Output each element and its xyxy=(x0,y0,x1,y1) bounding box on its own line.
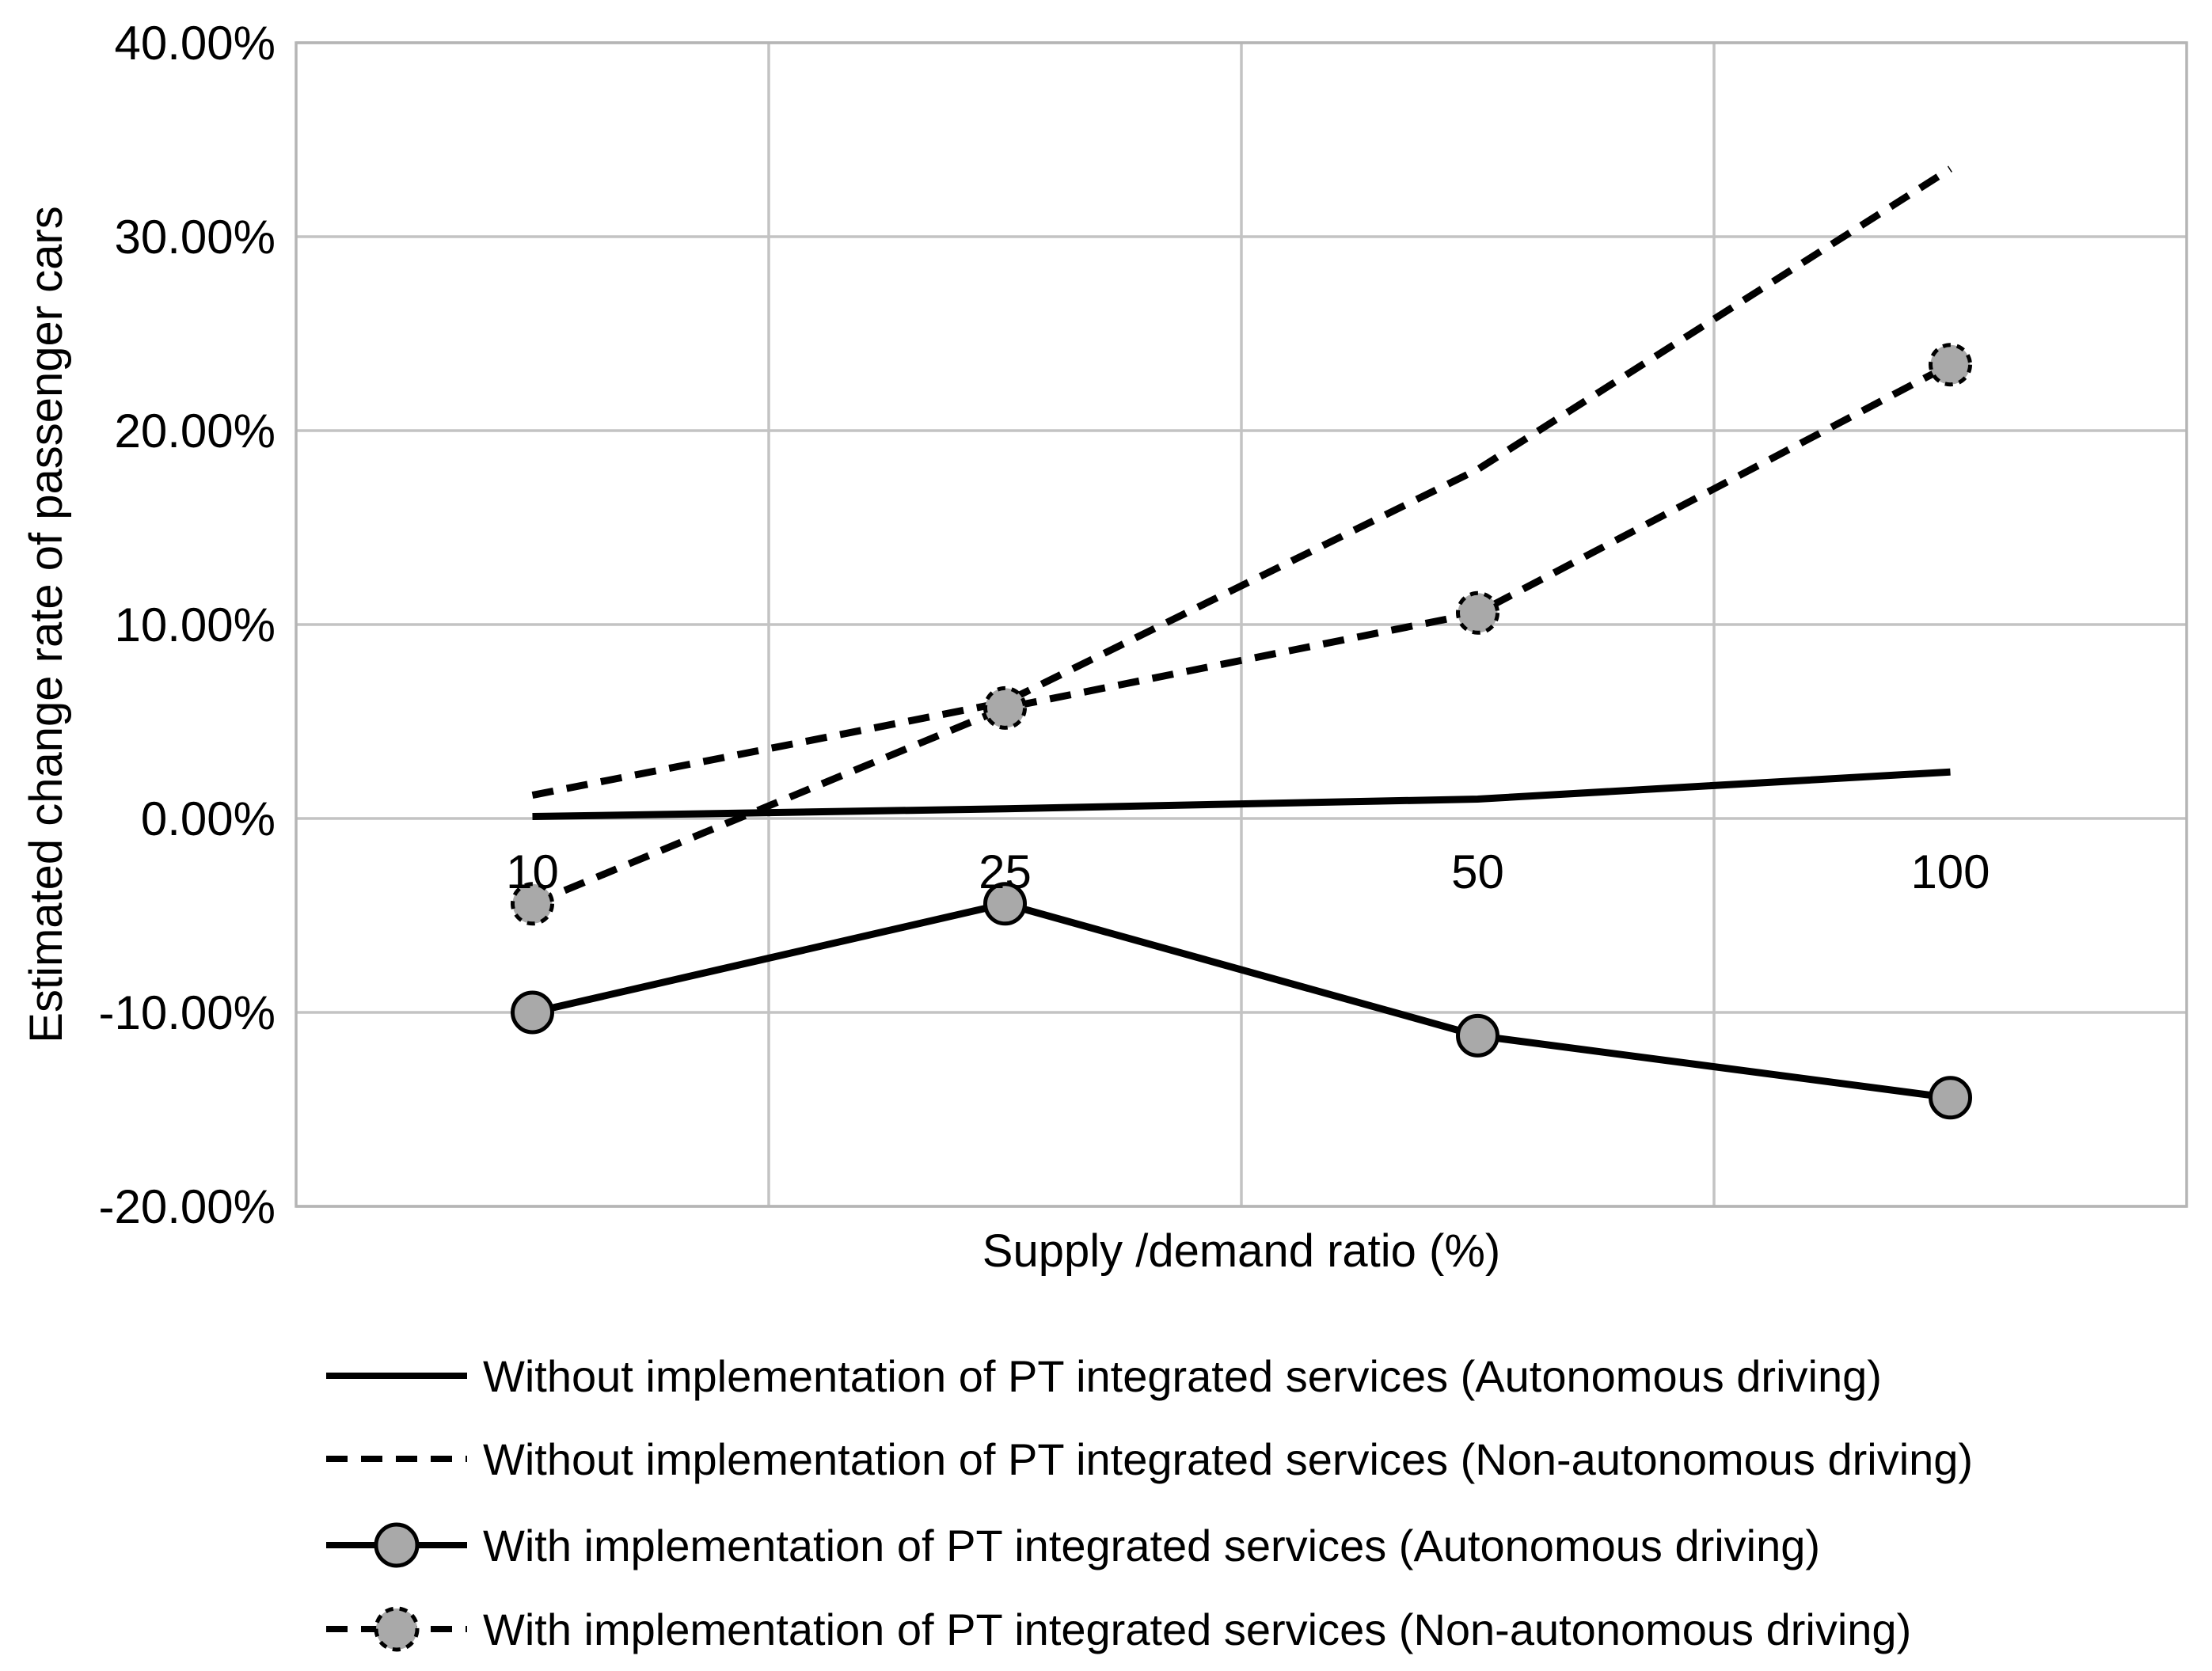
y-tick-label: 30.00% xyxy=(115,211,276,264)
y-axis-tick-labels: 40.00% 30.00% 20.00% 10.00% 0.00% -10.00% -20.… xyxy=(99,17,276,1233)
legend-swatch-dashed-line-marker xyxy=(326,1606,467,1652)
y-tick-label: 20.00% xyxy=(115,404,276,458)
y-tick-label: -20.00% xyxy=(99,1180,276,1233)
legend-label: Without implementation of PT integrated … xyxy=(483,1351,1882,1401)
data-point-marker xyxy=(983,882,1027,926)
y-tick-label: -10.00% xyxy=(99,986,276,1039)
y-tick-label: 0.00% xyxy=(141,792,276,845)
legend-item-1: Without implementation of PT integrated … xyxy=(326,1434,1973,1484)
legend-item-3: With implementation of PT integrated ser… xyxy=(326,1605,1911,1654)
data-point-marker xyxy=(1929,1076,1972,1120)
legend: Without implementation of PT integrated … xyxy=(326,1351,1973,1654)
series-line-2 xyxy=(531,900,1952,1102)
legend-swatch-marker xyxy=(374,1606,420,1652)
x-axis-title: Supply /demand ratio (%) xyxy=(982,1225,1500,1277)
x-tick-label: 50 xyxy=(1451,845,1504,898)
legend-swatch-solid-line-marker xyxy=(326,1522,467,1568)
legend-swatch-marker xyxy=(374,1522,420,1568)
x-axis-tick-labels: 10 25 50 100 xyxy=(506,845,1990,898)
data-point-marker xyxy=(983,685,1027,730)
series-plot xyxy=(511,165,1972,1120)
y-axis-title: Estimated change rate of passenger cars xyxy=(21,206,72,1042)
y-tick-label: 40.00% xyxy=(115,17,276,70)
legend-label: With implementation of PT integrated ser… xyxy=(483,1521,1820,1570)
series-line-1 xyxy=(531,165,1952,799)
series-line-0 xyxy=(532,768,1951,821)
data-point-marker xyxy=(511,882,554,926)
y-tick-label: 10.00% xyxy=(115,598,276,651)
legend-label: With implementation of PT integrated ser… xyxy=(483,1605,1911,1654)
legend-item-2: With implementation of PT integrated ser… xyxy=(326,1521,1820,1570)
legend-item-0: Without implementation of PT integrated … xyxy=(326,1351,1882,1401)
data-point-marker xyxy=(1456,1013,1499,1058)
plot-border xyxy=(295,41,2188,1208)
series-line-3 xyxy=(530,361,1952,907)
data-point-marker xyxy=(1929,343,1972,387)
legend-label: Without implementation of PT integrated … xyxy=(483,1434,1973,1484)
data-point-marker xyxy=(511,990,554,1035)
grid xyxy=(295,41,2188,1208)
x-tick-label: 25 xyxy=(979,845,1032,898)
x-tick-label: 10 xyxy=(506,845,559,898)
data-point-marker xyxy=(1456,591,1499,635)
x-tick-label: 100 xyxy=(1910,845,1990,898)
